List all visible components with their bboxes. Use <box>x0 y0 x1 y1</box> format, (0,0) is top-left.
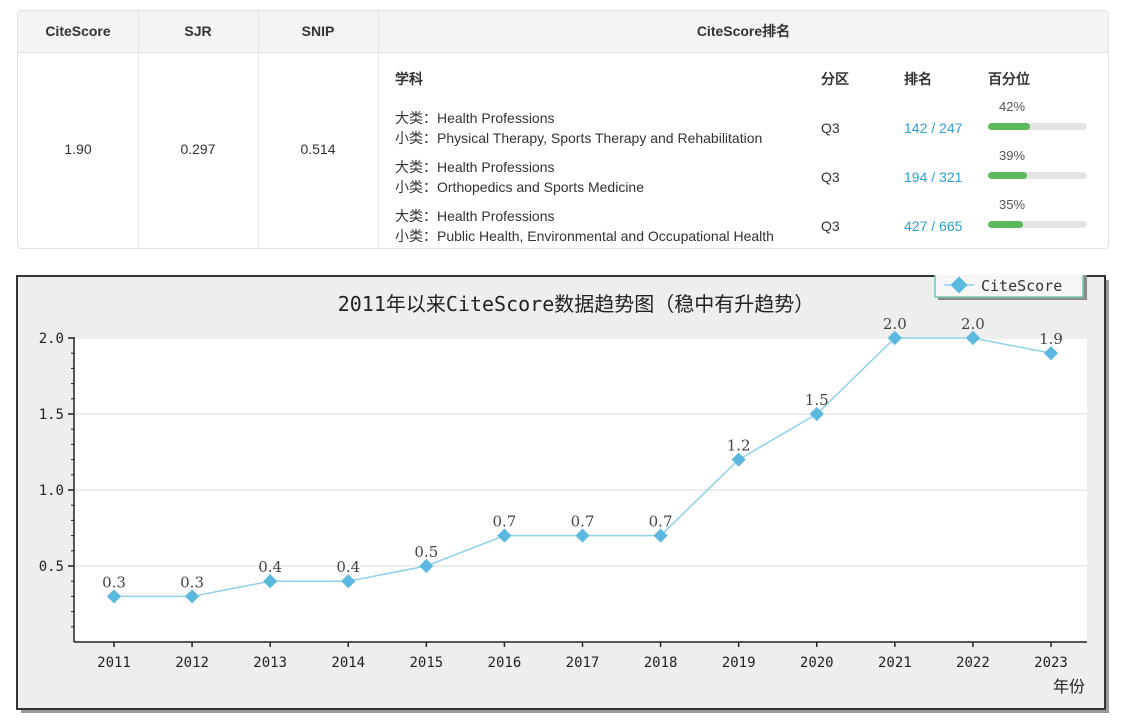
data-point-label: 0.5 <box>414 543 438 561</box>
x-tick-label: 2023 <box>1034 655 1068 671</box>
minor-category: 小类：Orthopedics and Sports Medicine <box>395 179 644 195</box>
data-point-label: 0.4 <box>336 558 360 576</box>
subject-cell: 大类：Health Professions 小类：Orthopedics and… <box>395 157 644 197</box>
data-labels: 0.3 0.3 0.4 0.4 0.5 0.7 0.7 0.7 1.2 1.5 2.0 2.0 1.9 <box>102 315 1063 591</box>
citescore-value: 1.90 <box>64 141 92 157</box>
data-point-label: 0.3 <box>180 573 204 591</box>
subject-column-header: 学科 <box>395 71 423 87</box>
column-divider <box>258 11 259 248</box>
data-point-label: 1.2 <box>727 437 751 455</box>
data-point-label: 0.4 <box>258 558 282 576</box>
data-point-marker <box>809 406 824 422</box>
rank-link[interactable]: 427 / 665 <box>904 218 963 234</box>
citescore-rank-header: CiteScore排名 <box>696 23 791 39</box>
metrics-table: CiteScore SJR SNIP CiteScore排名 1.90 0.29… <box>17 10 1109 249</box>
data-point-marker <box>653 528 668 543</box>
sjr-header: SJR <box>184 23 212 39</box>
rank-link[interactable]: 142 / 247 <box>904 120 963 136</box>
y-tick-label: 1.0 <box>39 483 64 499</box>
data-point-label: 2.0 <box>883 315 907 333</box>
x-tick-label: 2012 <box>175 655 209 671</box>
quartile-value: Q3 <box>821 218 840 234</box>
percentile-label: 35% <box>998 197 1026 212</box>
legend-box <box>934 275 1084 298</box>
x-tick-label: 2015 <box>409 655 443 671</box>
snip-value: 0.514 <box>300 141 336 157</box>
y-tick-label: 2.0 <box>39 331 64 347</box>
rank-column-header: 排名 <box>904 71 932 87</box>
subject-cell: 大类：Health Professions 小类：Physical Therap… <box>395 108 762 148</box>
chart-legend: CiteScore <box>934 275 1087 300</box>
citescore-header: CiteScore <box>45 23 111 39</box>
x-tick-label: 2018 <box>644 655 678 671</box>
ranking-row: 大类：Health Professions 小类：Physical Therap… <box>379 99 1099 156</box>
ranking-row: 大类：Health Professions 小类：Orthopedics and… <box>379 148 1099 205</box>
data-point-label: 0.3 <box>102 573 126 591</box>
x-tick-label: 2011 <box>97 655 131 671</box>
rank-link[interactable]: 194 / 321 <box>904 169 963 185</box>
data-point-label: 1.9 <box>1039 330 1063 348</box>
major-category: 大类：Health Professions <box>395 159 555 175</box>
major-category: 大类：Health Professions <box>395 110 555 126</box>
x-axis-ticks: 2011 2012 2013 2014 2015 2016 2017 2018 2019 2020… <box>97 642 1068 671</box>
percentile-bar-fill <box>988 172 1027 179</box>
x-tick-label: 2022 <box>956 655 990 671</box>
data-point-marker <box>263 574 278 589</box>
quartile-column-header: 分区 <box>821 71 849 87</box>
chart-canvas: 2011年以来CiteScore数据趋势图（稳中有升趋势） CiteScore … <box>16 275 1109 713</box>
citescore-trend-chart: 2011年以来CiteScore数据趋势图（稳中有升趋势） CiteScore … <box>16 275 1111 715</box>
percentile-bar-fill <box>988 123 1030 130</box>
minor-category: 小类：Physical Therapy, Sports Therapy and … <box>395 130 763 146</box>
y-tick-label: 0.5 <box>39 559 64 575</box>
percentile-bar <box>988 123 1087 130</box>
column-divider <box>378 11 379 248</box>
y-tick-label: 1.5 <box>39 407 64 423</box>
ranking-row: 大类：Health Professions 小类：Public Health, … <box>379 197 1099 254</box>
x-tick-label: 2013 <box>253 655 287 671</box>
percentile-label: 42% <box>998 99 1026 114</box>
subject-cell: 大类：Health Professions 小类：Public Health, … <box>395 206 774 246</box>
x-tick-label: 2016 <box>488 655 522 671</box>
legend-marker <box>950 276 968 294</box>
data-point-marker <box>497 528 512 543</box>
data-point-marker <box>575 528 590 543</box>
percentile-bar <box>988 221 1087 228</box>
x-tick-label: 2017 <box>566 655 600 671</box>
percentile-label: 39% <box>998 148 1026 163</box>
metrics-header-row <box>18 11 1108 53</box>
data-point-label: 2.0 <box>961 315 985 333</box>
data-point-label: 0.7 <box>571 513 595 531</box>
data-point-label: 1.5 <box>805 391 829 409</box>
percentile-column-header: 百分位 <box>988 71 1030 87</box>
x-axis-label: 年份 <box>1053 677 1085 696</box>
x-tick-label: 2021 <box>878 655 912 671</box>
legend-label: CiteScore <box>981 277 1062 295</box>
x-tick-label: 2019 <box>722 655 756 671</box>
percentile-bar-fill <box>988 221 1023 228</box>
minor-category: 小类：Public Health, Environmental and Occu… <box>395 228 774 244</box>
chart-title: 2011年以来CiteScore数据趋势图（稳中有升趋势） <box>338 292 815 316</box>
sjr-value: 0.297 <box>180 141 216 157</box>
data-point-marker <box>965 330 980 346</box>
major-category: 大类：Health Professions <box>395 208 555 224</box>
data-point-marker <box>887 330 902 346</box>
data-point-label: 0.7 <box>649 513 673 531</box>
quartile-value: Q3 <box>821 169 840 185</box>
data-point-marker <box>419 558 434 574</box>
data-point-marker <box>731 452 746 467</box>
column-divider <box>138 11 139 248</box>
x-tick-label: 2014 <box>331 655 365 671</box>
y-axis-ticks: 0.5 1.0 1.5 2.0 <box>39 331 74 628</box>
series-markers <box>106 330 1059 604</box>
quartile-value: Q3 <box>821 120 840 136</box>
snip-header: SNIP <box>301 23 335 39</box>
percentile-bar <box>988 172 1087 179</box>
data-point-marker <box>341 574 356 589</box>
data-point-marker <box>1043 346 1059 361</box>
data-point-label: 0.7 <box>492 513 516 531</box>
x-tick-label: 2020 <box>800 655 834 671</box>
